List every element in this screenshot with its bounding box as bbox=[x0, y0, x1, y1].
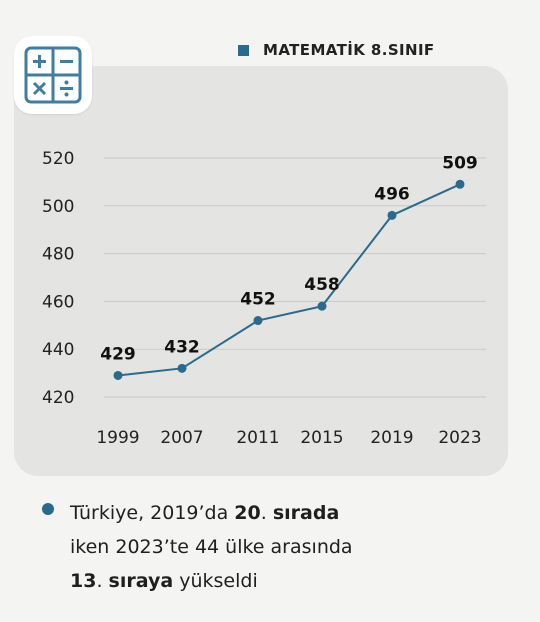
note-text: . bbox=[96, 570, 109, 592]
legend-swatch bbox=[238, 44, 249, 56]
chart-card bbox=[14, 66, 508, 476]
x-tick-label: 2023 bbox=[438, 428, 481, 448]
note-text: Türkiye, 2019’da bbox=[70, 502, 235, 524]
legend-label: MATEMATİK 8.SINIF bbox=[263, 41, 435, 59]
x-tick-label: 2007 bbox=[160, 428, 203, 448]
y-tick-label: 500 bbox=[42, 197, 74, 217]
data-point bbox=[253, 316, 263, 326]
data-label: 458 bbox=[304, 275, 340, 295]
calculator-icon-box bbox=[14, 36, 92, 114]
data-point bbox=[317, 301, 327, 311]
x-tick-label: 2019 bbox=[370, 428, 413, 448]
data-point bbox=[387, 210, 397, 220]
note-text: yükseldi bbox=[173, 570, 258, 592]
calculator-icon bbox=[24, 46, 82, 104]
data-label: 509 bbox=[442, 153, 478, 173]
data-label: 432 bbox=[164, 337, 200, 357]
y-tick-label: 420 bbox=[42, 388, 74, 408]
x-tick-label: 2011 bbox=[236, 428, 279, 448]
note-text-bold: sıraya bbox=[108, 570, 174, 592]
note-text: iken 2023’te 44 ülke arasında bbox=[70, 536, 353, 558]
line-chart: 420 440 460 480 500 520 1999 2007 2011 2015 2019 20… bbox=[42, 149, 486, 448]
chart-legend: MATEMATİK 8.SINIF bbox=[238, 38, 435, 62]
series-line bbox=[117, 183, 461, 377]
x-tick-label: 1999 bbox=[96, 428, 139, 448]
y-tick-label: 480 bbox=[42, 245, 74, 265]
note-text-bold: sırada bbox=[272, 502, 340, 524]
data-label: 452 bbox=[240, 290, 276, 310]
bullet-dot bbox=[42, 503, 54, 515]
data-point bbox=[113, 370, 123, 380]
note-rank-2019: 20 bbox=[234, 502, 261, 524]
data-label: 429 bbox=[100, 344, 136, 364]
note-rank-2023: 13 bbox=[70, 570, 97, 592]
note-text: . bbox=[260, 502, 273, 524]
y-tick-label: 520 bbox=[42, 149, 74, 169]
y-tick-label: 460 bbox=[42, 292, 74, 312]
x-tick-label: 2015 bbox=[300, 428, 343, 448]
summary-note: Türkiye, 2019’da 20. sırada iken 2023’te… bbox=[70, 496, 520, 598]
data-point bbox=[177, 363, 187, 373]
data-label: 496 bbox=[374, 184, 410, 204]
y-tick-label: 440 bbox=[42, 340, 74, 360]
data-point bbox=[455, 179, 465, 189]
